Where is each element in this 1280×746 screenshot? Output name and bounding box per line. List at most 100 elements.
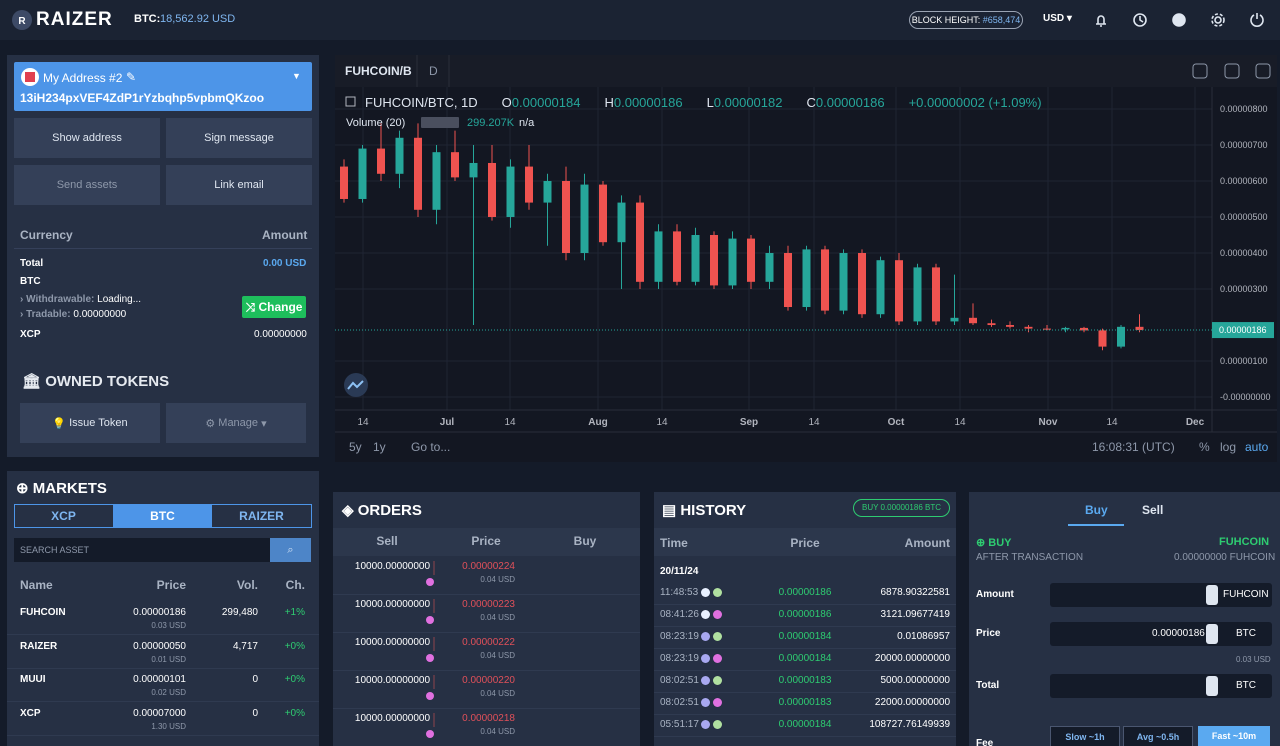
range-button[interactable]: 5y bbox=[349, 440, 362, 454]
market-volume: 299,480 bbox=[221, 607, 258, 618]
market-name[interactable]: FUHCOIN bbox=[20, 607, 66, 618]
history-time: 11:48:53 bbox=[660, 587, 699, 598]
send-assets-button[interactable]: Send assets bbox=[14, 165, 160, 205]
row-divider bbox=[7, 701, 319, 702]
search-input[interactable] bbox=[14, 538, 270, 562]
order-bar bbox=[433, 637, 435, 651]
link-email-button[interactable]: Link email bbox=[166, 165, 312, 205]
scale-option[interactable]: log bbox=[1220, 440, 1236, 454]
currency-select[interactable]: USD ▾ bbox=[1043, 13, 1072, 24]
amount-input[interactable] bbox=[1050, 583, 1272, 607]
asset-icon bbox=[713, 676, 722, 685]
order-amount: 10000.00000000 bbox=[354, 675, 430, 686]
candle-body bbox=[599, 184, 607, 243]
manage-button[interactable]: ⚙ Manage ▾ bbox=[166, 403, 306, 443]
market-name[interactable]: MUUI bbox=[20, 674, 46, 685]
btc-price: 18,562.92 USD bbox=[160, 13, 236, 25]
history-label: HISTORY bbox=[680, 502, 747, 519]
tv-logo-mark bbox=[347, 380, 364, 390]
candle-body bbox=[1117, 326, 1125, 347]
toolbar-icon[interactable] bbox=[1255, 63, 1271, 79]
market-name[interactable]: RAIZER bbox=[20, 640, 58, 652]
candle-body bbox=[1135, 326, 1144, 331]
search-button[interactable]: ⌕ bbox=[270, 538, 311, 562]
market-tab[interactable]: XCP bbox=[51, 509, 76, 523]
interval-tab[interactable]: D bbox=[429, 64, 438, 78]
asset-icon bbox=[713, 588, 722, 597]
candle-body bbox=[969, 317, 977, 324]
withdrawable-value: Loading... bbox=[97, 294, 142, 305]
history-title: ▤ HISTORY bbox=[662, 502, 747, 519]
x-tick-label: Nov bbox=[1039, 417, 1058, 428]
row-divider bbox=[654, 714, 956, 715]
history-time: 08:23:19 bbox=[660, 653, 699, 664]
candle-body bbox=[580, 184, 589, 254]
issue-token-button[interactable]: 💡 Issue Token bbox=[20, 403, 160, 443]
market-name[interactable]: XCP bbox=[20, 707, 41, 719]
symbol-tab[interactable]: FUHCOIN/B bbox=[345, 64, 412, 78]
fee-label: Fee bbox=[976, 738, 994, 746]
candle-body bbox=[858, 253, 866, 315]
tradable: › Tradable: 0.00000000 bbox=[20, 309, 126, 320]
order-price: 0.00000220 bbox=[462, 675, 515, 686]
market-change: +0% bbox=[284, 674, 305, 685]
history-amount: 0.01086957 bbox=[897, 631, 950, 642]
candle-body bbox=[1098, 330, 1107, 347]
volume-icons bbox=[421, 117, 459, 128]
sell-tab[interactable]: Sell bbox=[1142, 503, 1164, 517]
market-usd: 0.03 USD bbox=[151, 621, 186, 630]
total-input[interactable] bbox=[1050, 674, 1272, 698]
last-price-label: 0.00000186 bbox=[1219, 325, 1267, 335]
candle-body bbox=[395, 137, 404, 174]
asset-icon bbox=[713, 698, 722, 707]
top-icons[interactable] bbox=[1090, 10, 1270, 30]
buy-tab-underline bbox=[1068, 524, 1124, 526]
order-usd: 0.04 USD bbox=[480, 575, 515, 584]
market-tab[interactable]: BTC bbox=[150, 509, 175, 523]
ohlc-key: H bbox=[604, 95, 613, 110]
address-name: My Address #2 bbox=[43, 71, 123, 85]
scale-option[interactable]: auto bbox=[1245, 440, 1269, 454]
history-amount: 6878.90322581 bbox=[880, 587, 950, 598]
market-price: 0.00000050 bbox=[133, 640, 186, 652]
buy-tab[interactable]: Buy bbox=[1085, 503, 1108, 517]
volume-value: 299.207K bbox=[467, 117, 515, 129]
range-button[interactable]: Go to... bbox=[411, 440, 450, 454]
scale-option[interactable]: % bbox=[1199, 440, 1210, 454]
market-header: Price bbox=[156, 578, 186, 592]
asset-icon bbox=[713, 610, 722, 619]
toolbar-icon[interactable] bbox=[1224, 63, 1240, 79]
edit-icon[interactable]: ✎ bbox=[126, 70, 137, 84]
candle-body bbox=[802, 249, 811, 308]
owned-tokens-label: OWNED TOKENS bbox=[45, 373, 170, 390]
toolbar-icon[interactable] bbox=[1192, 63, 1208, 79]
dropdown-icon[interactable]: ▼ bbox=[292, 71, 301, 81]
y-tick-label: 0.00000700 bbox=[1220, 140, 1268, 150]
address-box[interactable] bbox=[14, 62, 312, 111]
candle-body bbox=[710, 234, 718, 286]
range-button[interactable]: 1y bbox=[373, 440, 386, 454]
price-input[interactable] bbox=[1050, 622, 1272, 646]
show-address-button[interactable]: Show address bbox=[14, 118, 160, 158]
total-label: Total bbox=[976, 680, 1000, 691]
fee-avg[interactable]: Avg ~0.5h bbox=[1123, 726, 1193, 746]
fee-slow[interactable]: Slow ~1h bbox=[1050, 726, 1120, 746]
y-tick-label: 0.00000400 bbox=[1220, 248, 1268, 258]
block-height: BLOCK HEIGHT: #658,474 bbox=[909, 11, 1023, 29]
change-button[interactable]: ⤨ Change bbox=[242, 296, 306, 318]
order-amount: 10000.00000000 bbox=[354, 713, 430, 724]
order-price: 0.00000223 bbox=[462, 599, 515, 610]
history-time: 08:02:51 bbox=[660, 697, 699, 708]
sign-message-button[interactable]: Sign message bbox=[166, 118, 312, 158]
candle-body bbox=[543, 180, 552, 203]
ohlc-value: 0.00000186 bbox=[614, 95, 683, 110]
history-amount: 108727.76149939 bbox=[869, 719, 950, 730]
last-trade-badge: BUY 0.00000186 BTC bbox=[853, 499, 950, 517]
row-divider bbox=[654, 670, 956, 671]
fee-fast[interactable]: Fast ~10m bbox=[1198, 726, 1270, 746]
market-price: 0.00000101 bbox=[133, 674, 186, 685]
orders-header-bg bbox=[333, 528, 640, 556]
row-divider bbox=[333, 594, 640, 595]
address-icon bbox=[21, 68, 39, 86]
market-tab[interactable]: RAIZER bbox=[239, 509, 284, 523]
